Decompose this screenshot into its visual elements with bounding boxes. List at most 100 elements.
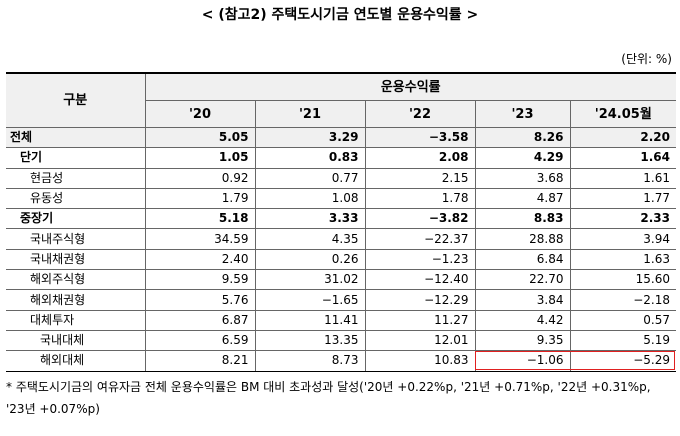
value-cell: 34.59 [144,228,256,250]
table-row: 중장기 5.18 3.33 −3.82 8.83 2.33 [6,208,676,230]
column-header: '20 [145,100,256,128]
value-cell: 11.27 [364,309,476,331]
row-label: 중장기 [6,208,146,230]
value-cell: 8.26 [474,126,571,149]
value-cell: 10.83 [364,350,476,372]
column-header: '23 [474,100,571,128]
value-cell: 1.77 [569,187,676,210]
table-row: 현금성 0.92 0.77 2.15 3.68 1.61 [6,167,676,189]
table-row: 단기 1.05 0.83 2.08 4.29 1.64 [6,147,676,169]
value-cell: −3.82 [364,208,476,230]
table-row: 대체투자 6.87 11.41 11.27 4.42 0.57 [6,309,676,331]
value-cell: 9.35 [474,329,571,352]
value-cell: 2.15 [364,167,476,189]
table-head: 구분 운용수익률 '20'21'22'23'24.05월 [6,72,676,128]
value-cell: 9.59 [144,269,256,291]
value-cell: 1.64 [569,147,676,169]
row-label: 대체투자 [6,309,146,331]
value-cell: −12.40 [364,269,476,291]
row-label: 국내주식형 [6,228,146,250]
value-cell: 13.35 [254,329,366,352]
value-cell: −1.65 [254,289,366,311]
table-row: 유동성 1.79 1.08 1.78 4.87 1.77 [6,187,676,210]
value-cell: 8.83 [474,208,571,230]
value-cell: −22.37 [364,228,476,250]
value-cell: 4.35 [254,228,366,250]
row-header: 구분 [6,72,146,128]
value-cell: 2.20 [569,126,676,149]
row-label: 해외주식형 [6,269,146,291]
value-cell: 1.78 [364,187,476,210]
value-cell: 6.59 [144,329,256,352]
value-cell: 22.70 [474,269,571,291]
value-cell: 1.05 [144,147,256,169]
value-cell: 4.29 [474,147,571,169]
value-cell: 3.68 [474,167,571,189]
row-label: 전체 [6,126,146,149]
table-row: 해외대체 8.21 8.73 10.83 −1.06 −5.29 [6,350,676,372]
value-cell: 5.05 [144,126,256,149]
column-header: '24.05월 [569,100,676,128]
value-cell: 11.41 [254,309,366,331]
table-row: 해외주식형 9.59 31.02 −12.40 22.70 15.60 [6,269,676,291]
value-cell: −5.29 [569,350,676,372]
table-row: 국내주식형 34.59 4.35 −22.37 28.88 3.94 [6,228,676,250]
value-cell: −2.18 [569,289,676,311]
value-cell: −3.58 [364,126,476,149]
row-label: 단기 [6,147,146,169]
row-label: 현금성 [6,167,146,189]
value-cell: 0.26 [254,248,366,271]
table-row: 해외채권형 5.76 −1.65 −12.29 3.84 −2.18 [6,289,676,311]
value-cell: 3.29 [254,126,366,149]
value-cell: 3.33 [254,208,366,230]
row-label: 국내채권형 [6,248,146,271]
table-row: 전체 5.05 3.29 −3.58 8.26 2.20 [6,126,676,149]
value-cell: 0.77 [254,167,366,189]
header-row: 구분 운용수익률 [6,72,676,128]
unit-note: (단위: %) [621,52,672,66]
row-label: 해외채권형 [6,289,146,311]
value-cell: 28.88 [474,228,571,250]
value-cell: 8.73 [254,350,366,372]
value-cell: 5.19 [569,329,676,352]
value-cell: 0.57 [569,309,676,331]
value-cell: 0.83 [254,147,366,169]
table-body: 전체 5.05 3.29 −3.58 8.26 2.20 단기 1.05 0.83 2.08 4.2… [6,126,676,372]
returns-table: 구분 운용수익률 '20'21'22'23'24.05월 전체 5.05 3.29−… [6,72,676,372]
value-cell: 8.21 [144,350,256,372]
title: < (참고2) 주택도시기금 연도별 운용수익률 > [201,7,479,23]
value-cell: −1.06 [474,350,571,372]
value-cell: 6.84 [474,248,571,271]
value-cell: −12.29 [364,289,476,311]
value-cell: −1.23 [364,248,476,271]
value-cell: 5.76 [144,289,256,311]
value-cell: 4.42 [474,309,571,331]
value-cell: 2.40 [144,248,256,271]
value-cell: 5.18 [144,208,256,230]
value-cell: 31.02 [254,269,366,291]
column-header: '21 [254,100,366,128]
table-row: 국내채권형 2.40 0.26 −1.23 6.84 1.63 [6,248,676,271]
value-cell: 15.60 [569,269,676,291]
row-label: 국내대체 [6,329,146,352]
value-cell: 3.94 [569,228,676,250]
value-cell: 3.84 [474,289,571,311]
value-cell: 1.61 [569,167,676,189]
value-cell: 2.08 [364,147,476,169]
group-header: 운용수익률 [144,72,676,101]
value-cell: 2.33 [569,208,676,230]
value-cell: 0.92 [144,167,256,189]
value-cell: 6.87 [144,309,256,331]
value-cell: 12.01 [364,329,476,352]
value-cell: 4.87 [474,187,571,210]
value-cell: 1.63 [569,248,676,271]
value-cell: 1.08 [254,187,366,210]
table-row: 국내대체 6.59 13.35 12.01 9.35 5.19 [6,329,676,352]
row-label: 유동성 [6,187,146,210]
footnote: * 주택도시기금의 여유자금 전체 운용수익률은 BM 대비 초과성과 달성('… [6,380,651,416]
column-header: '22 [364,100,476,128]
row-label: 해외대체 [6,350,146,372]
value-cell: 1.79 [144,187,256,210]
